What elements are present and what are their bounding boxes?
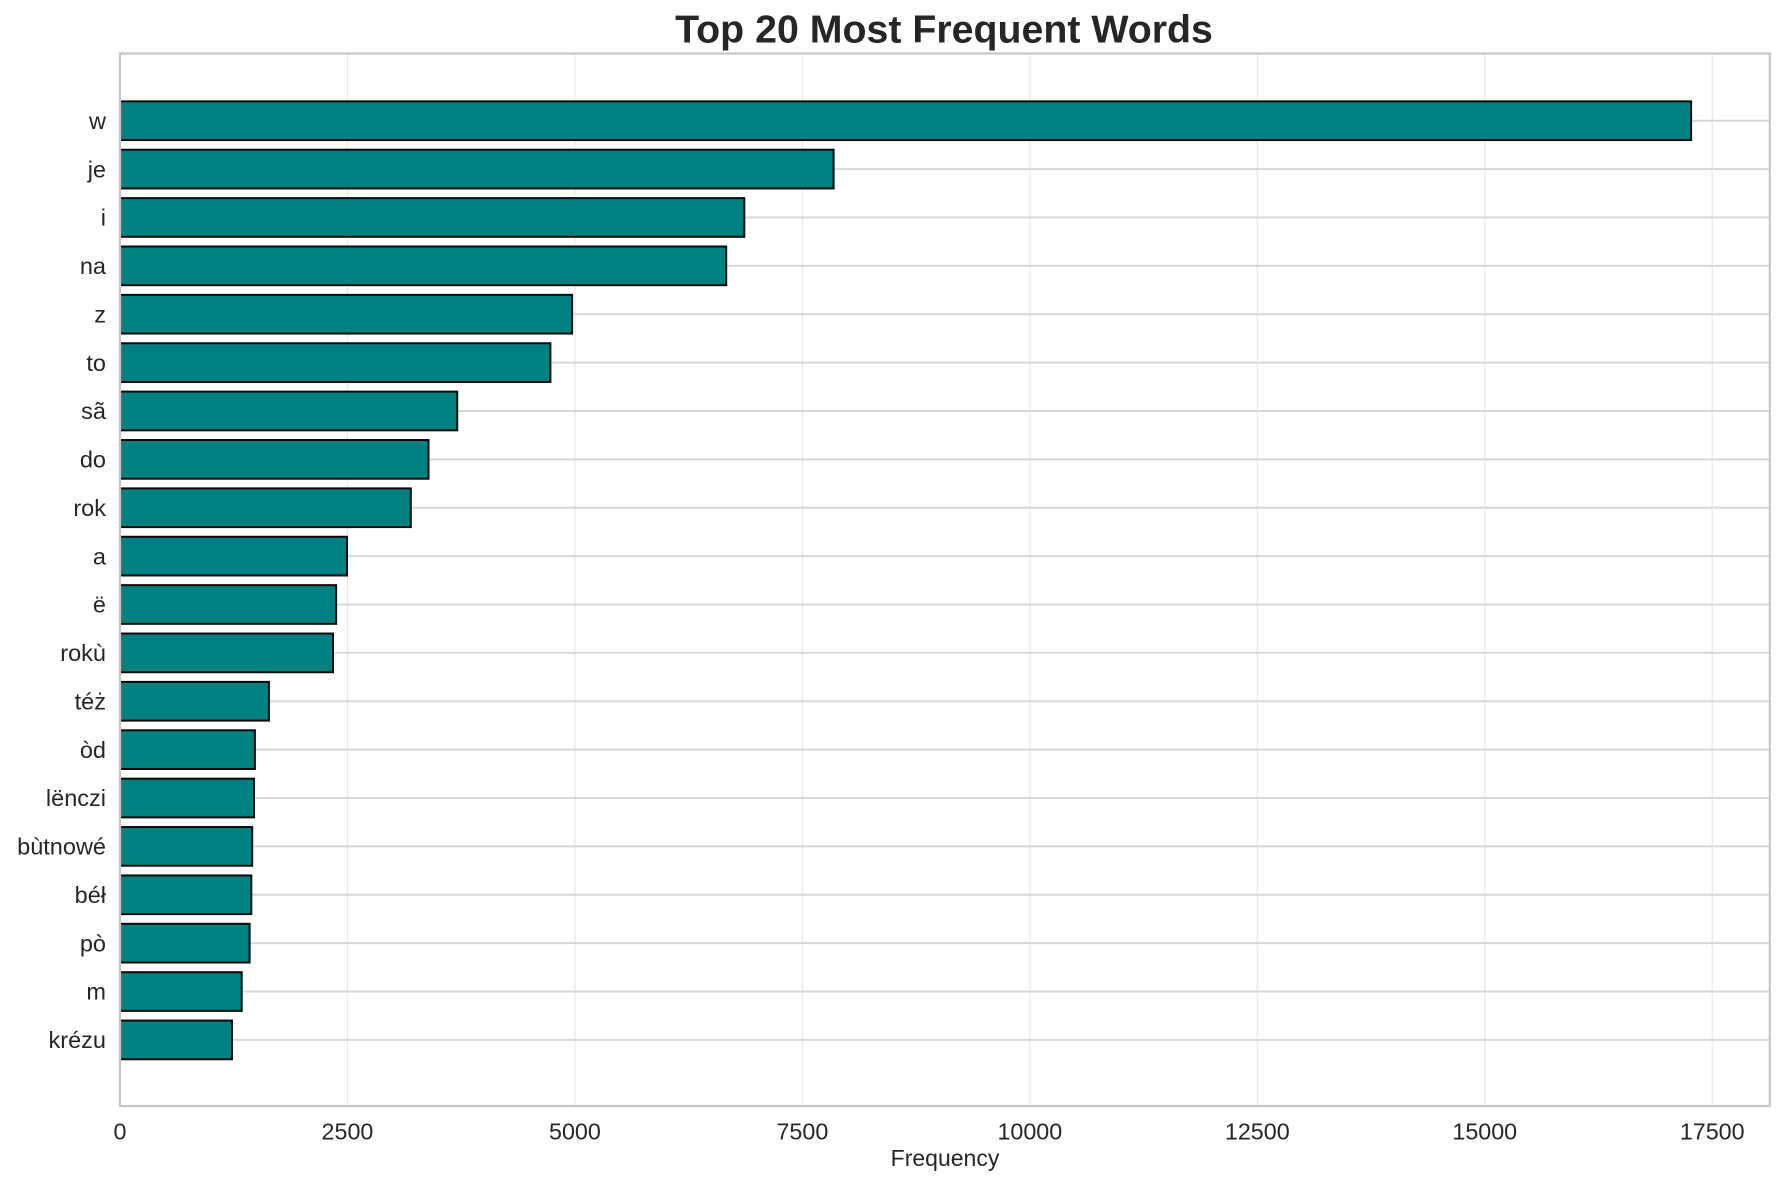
svg-text:15000: 15000	[1452, 1118, 1517, 1144]
svg-text:5000: 5000	[549, 1118, 601, 1144]
svg-text:do: do	[80, 447, 106, 473]
svg-text:lënczi: lënczi	[46, 785, 106, 811]
svg-text:a: a	[93, 543, 107, 569]
svg-text:m: m	[86, 979, 106, 1005]
svg-text:0: 0	[114, 1118, 127, 1144]
svg-text:Frequency: Frequency	[891, 1145, 1000, 1171]
svg-text:bùtnowé: bùtnowé	[17, 834, 106, 860]
svg-text:téż: téż	[75, 688, 106, 714]
svg-text:krézu: krézu	[49, 1027, 106, 1053]
svg-text:z: z	[94, 301, 106, 327]
svg-text:òd: òd	[80, 737, 106, 763]
svg-text:7500: 7500	[776, 1118, 828, 1144]
svg-text:béł: béł	[75, 882, 107, 908]
svg-text:pò: pò	[80, 930, 106, 956]
svg-text:Top 20 Most Frequent Words: Top 20 Most Frequent Words	[675, 7, 1213, 51]
svg-text:10000: 10000	[997, 1118, 1062, 1144]
svg-text:rok: rok	[73, 495, 106, 521]
svg-text:to: to	[86, 350, 106, 376]
svg-text:ë: ë	[93, 592, 106, 618]
svg-text:i: i	[101, 205, 106, 231]
svg-text:17500: 17500	[1680, 1118, 1745, 1144]
svg-text:rokù: rokù	[60, 640, 106, 666]
svg-text:na: na	[80, 253, 107, 279]
svg-text:12500: 12500	[1225, 1118, 1290, 1144]
svg-text:sã: sã	[81, 398, 107, 424]
svg-text:je: je	[87, 156, 106, 182]
svg-text:2500: 2500	[322, 1118, 374, 1144]
svg-text:w: w	[88, 108, 107, 134]
